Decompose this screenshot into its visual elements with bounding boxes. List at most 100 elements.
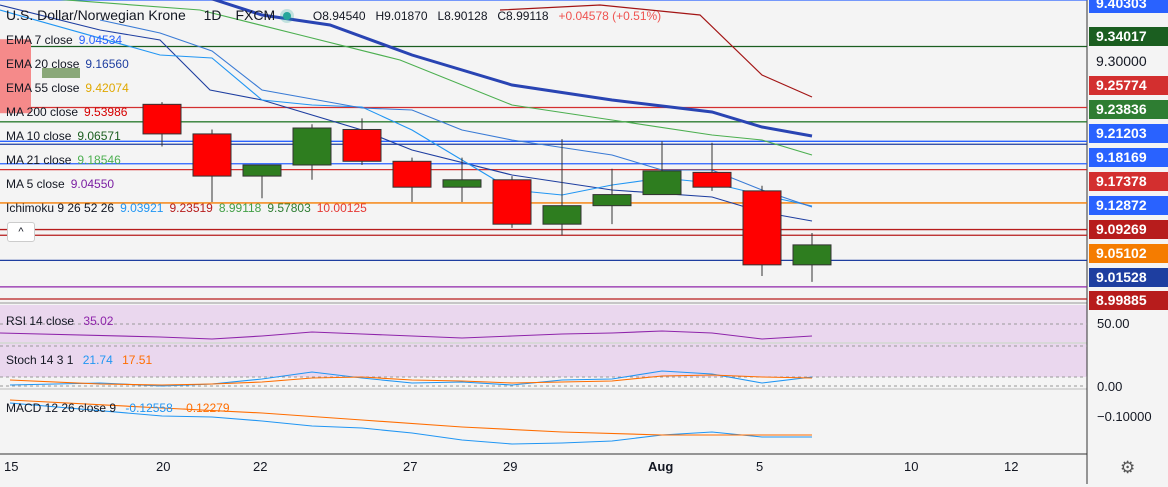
legend-row-ma-10-close[interactable]: MA 10 close 9.06571	[6, 128, 127, 144]
time-tick-label: 15	[4, 459, 19, 474]
candle-body	[192, 133, 232, 177]
time-tick-label: 27	[403, 459, 418, 474]
rsi-legend[interactable]: RSI 14 close 35.02	[6, 313, 119, 329]
legend-value: 10.00125	[316, 201, 367, 215]
ohlc-close: C8.99118	[497, 9, 549, 23]
legend-row-ema-7-close[interactable]: EMA 7 close 9.04534	[6, 32, 128, 48]
candle-marker	[42, 68, 80, 78]
legend-value: 8.99118	[218, 201, 262, 215]
candle-body	[242, 164, 282, 177]
ohlc-change: +0.04578 (+0.51%)	[558, 9, 662, 23]
rsi-axis-label: 50.00	[1097, 316, 1130, 331]
price-tag: 9.34017	[1089, 27, 1168, 46]
legend-name: EMA 55 close	[6, 81, 80, 95]
macd-signal-value: -0.12279	[182, 401, 230, 415]
candle-body	[442, 179, 482, 188]
legend-value: 9.16560	[85, 57, 129, 71]
price-tag: 9.21203	[1089, 124, 1168, 143]
rsi-name: RSI 14 close	[6, 314, 75, 328]
price-tag: 9.25774	[1089, 76, 1168, 95]
stoch-d-value: 17.51	[122, 353, 153, 367]
price-tag: 9.17378	[1089, 172, 1168, 191]
time-tick-label: Aug	[648, 459, 674, 474]
legend-row-ma-5-close[interactable]: MA 5 close 9.04550	[6, 176, 120, 192]
candle-body	[342, 128, 382, 162]
legend-value: 9.53986	[84, 105, 128, 119]
legend-name: MA 21 close	[6, 153, 72, 167]
ema55-line	[59, 0, 813, 156]
chart-header: U.S. Dollar/Norwegian Krone 1D FXCM O8.9…	[6, 7, 661, 23]
time-tick-label: 12	[1004, 459, 1019, 474]
candle-body	[492, 179, 532, 225]
price-tag: 9.12872	[1089, 196, 1168, 215]
legend-name: MA 5 close	[6, 177, 65, 191]
interval-label[interactable]: 1D	[203, 7, 222, 23]
price-tag: 9.23836	[1089, 100, 1168, 119]
legend-value: 9.04534	[78, 33, 123, 47]
price-tag: 9.30000	[1096, 53, 1147, 69]
price-tag: 9.40303	[1089, 0, 1168, 13]
time-tick-label: 5	[756, 459, 764, 474]
candle-body	[392, 160, 432, 188]
legend-value: 9.04550	[70, 177, 115, 191]
stoch-name: Stoch 14 3 1	[6, 353, 74, 367]
stoch-legend[interactable]: Stoch 14 3 1 21.74 17.51	[6, 352, 158, 368]
legend-value: 9.23519	[169, 201, 213, 215]
legend-row-ichimoku[interactable]: Ichimoku 9 26 52 26 9.03921 9.23519 8.99118…	[6, 200, 373, 216]
candle-body	[542, 205, 582, 225]
legend-name: MA 10 close	[6, 129, 72, 143]
candle-body	[742, 190, 782, 266]
candle-body	[642, 170, 682, 196]
candle-body-partial	[0, 39, 31, 114]
candle-body	[592, 194, 632, 207]
macd-name: MACD 12 26 close 9	[6, 401, 117, 415]
candle-body	[292, 127, 332, 166]
legend-value: 9.42074	[85, 81, 129, 95]
time-tick-label: 22	[253, 459, 268, 474]
stoch-axis-label: 0.00	[1097, 379, 1123, 394]
ohlc-high: H9.01870	[375, 9, 428, 23]
ohlc-open: O8.94540	[312, 9, 366, 23]
symbol-title[interactable]: U.S. Dollar/Norwegian Krone	[6, 7, 186, 23]
collapse-legend-button[interactable]: ^	[7, 222, 35, 242]
gear-icon[interactable]: ⚙	[1120, 458, 1136, 477]
macd-value: -0.12558	[125, 401, 173, 415]
price-tag: 9.18169	[1089, 148, 1168, 167]
legend-row-ema-55-close[interactable]: EMA 55 close 9.42074	[6, 80, 135, 96]
legend-name: Ichimoku 9 26 52 26	[6, 201, 115, 215]
macd-line	[9, 402, 812, 445]
candle-body	[142, 103, 182, 135]
price-tag: 8.99885	[1089, 291, 1168, 310]
candle-body	[792, 244, 832, 266]
candle-body	[692, 171, 732, 188]
macd-legend[interactable]: MACD 12 26 close 9 -0.12558 -0.12279	[6, 400, 236, 416]
legend-row-ma-21-close[interactable]: MA 21 close 9.18546	[6, 152, 127, 168]
legend-value: 9.18546	[77, 153, 121, 167]
time-tick-label: 10	[904, 459, 919, 474]
time-tick-label: 29	[503, 459, 518, 474]
stoch-k-value: 21.74	[82, 353, 113, 367]
legend-row-ema-20-close[interactable]: EMA 20 close 9.16560	[6, 56, 135, 72]
price-tag: 9.09269	[1089, 220, 1168, 239]
source-label: FXCM	[235, 7, 276, 23]
legend-row-ma-200-close[interactable]: MA 200 close 9.53986	[6, 104, 133, 120]
legend-value: 9.03921	[120, 201, 164, 215]
time-tick-label: 20	[156, 459, 171, 474]
rsi-value: 35.02	[83, 314, 114, 328]
stoch-pane-band	[0, 344, 1087, 377]
ma200-line	[499, 4, 813, 98]
legend-value: 9.57803	[267, 201, 311, 215]
stoch-d-line	[9, 374, 813, 386]
ma21-line	[0, 4, 813, 222]
legend-name: EMA 20 close	[6, 57, 80, 71]
macd-axis-label: −0.10000	[1097, 409, 1152, 424]
macd-signal-line	[9, 399, 812, 436]
ohlc-low: L8.90128	[437, 9, 488, 23]
legend-name: EMA 7 close	[6, 33, 73, 47]
legend-value: 9.06571	[77, 129, 121, 143]
market-status-icon	[283, 12, 291, 21]
legend-name: MA 200 close	[6, 105, 79, 119]
price-tag: 9.01528	[1089, 268, 1168, 287]
